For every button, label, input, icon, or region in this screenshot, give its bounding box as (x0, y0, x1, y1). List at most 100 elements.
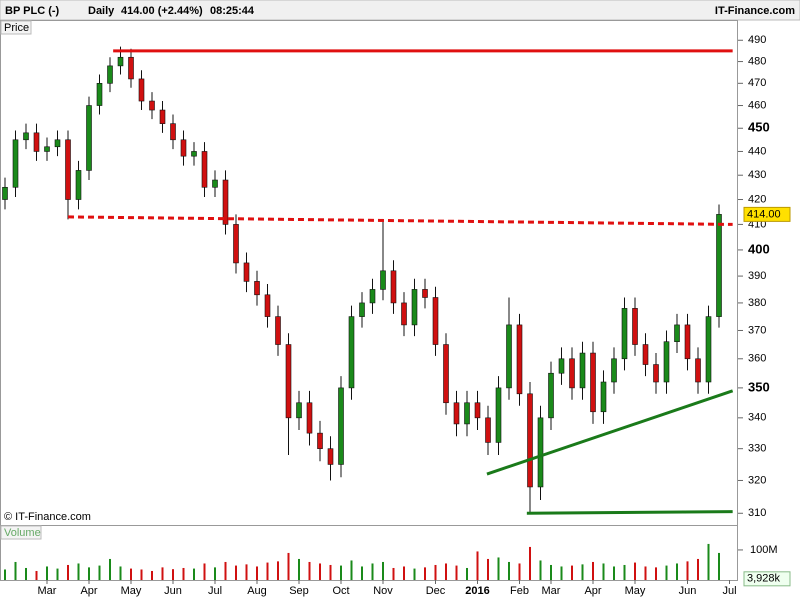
volume-bar (214, 567, 216, 580)
volume-bar (676, 563, 678, 580)
volume-bar (350, 560, 353, 580)
volume-bar (98, 565, 101, 580)
candle-body (600, 381, 607, 413)
volume-bar (287, 552, 290, 580)
period: Daily (88, 5, 115, 17)
last-price-box (743, 206, 791, 222)
candle-body (348, 316, 355, 389)
candle-body (44, 146, 50, 152)
x-tick-label: Oct (332, 585, 349, 597)
candle-body (359, 302, 365, 317)
y-tick-label: 480 (748, 55, 766, 67)
x-tick-label: May (625, 585, 646, 597)
candle-body (653, 364, 659, 383)
candle-body (674, 324, 680, 343)
volume-label: Volume (4, 527, 41, 539)
candle-body (233, 224, 239, 264)
candle-body (716, 214, 722, 317)
volume-bar (434, 564, 437, 580)
volume-bar (655, 567, 657, 580)
volume-bar (403, 566, 405, 580)
volume-bar (193, 568, 195, 580)
candle-body (23, 132, 29, 141)
volume-bar (256, 566, 258, 580)
y-tick-label: 310 (748, 507, 766, 519)
volume-bar (623, 564, 626, 580)
candle-body (128, 56, 134, 80)
volume-bar (371, 563, 374, 580)
candle-body (422, 289, 428, 298)
last-volume-box (743, 571, 791, 587)
y-tick-label: 390 (748, 270, 766, 282)
copyright: © IT-Finance.com (4, 511, 91, 523)
y-tick-label: 430 (748, 169, 766, 181)
candle-body (285, 344, 292, 419)
candle-body (54, 139, 61, 148)
volume-panel (0, 525, 738, 581)
x-tick-label: Aug (247, 585, 267, 597)
volume-bar (518, 563, 521, 580)
volume-bar (644, 566, 647, 580)
candle-body (464, 402, 470, 425)
candle-body (632, 308, 638, 345)
volume-bar (245, 564, 248, 580)
candle-body (12, 139, 19, 188)
candle-body (180, 139, 187, 157)
x-tick-label: Jul (722, 585, 736, 597)
volume-bar (697, 558, 699, 580)
candle-body (485, 417, 491, 443)
candle-body (705, 316, 712, 383)
volume-bar (602, 563, 605, 580)
volume-label-box (0, 525, 42, 540)
candle-body (264, 294, 271, 317)
candle-body (432, 297, 439, 345)
volume-bar (592, 561, 594, 580)
x-tick-label: Mar (542, 585, 561, 597)
volume-bar (235, 565, 237, 580)
candle-body (390, 270, 397, 304)
volume-bar (413, 568, 416, 580)
volume-bar (140, 569, 143, 580)
candle-body (621, 308, 628, 360)
volume-bar (46, 566, 48, 580)
volume-bar (382, 561, 384, 580)
candle-body (380, 270, 386, 290)
y-tick-label: 440 (748, 145, 766, 157)
candle-body (558, 358, 565, 374)
panel-label-box (0, 20, 32, 35)
y-tick-label: 490 (748, 34, 766, 46)
candle-body (411, 289, 418, 326)
volume-bar (277, 561, 279, 580)
volume-bar (560, 566, 563, 580)
header-bar (0, 0, 800, 21)
candle-body (579, 352, 586, 389)
candle-body (527, 393, 533, 488)
candle-body (191, 151, 197, 157)
candle-body (159, 109, 166, 124)
candle-body (117, 56, 124, 67)
candle-body (317, 432, 323, 449)
volume-bar (466, 567, 468, 580)
volume-bar (445, 563, 447, 580)
candle-body (495, 387, 502, 443)
y-tick-label: 340 (748, 412, 766, 424)
volume-bar (88, 567, 90, 580)
volume-bar (581, 564, 584, 580)
candle-body (296, 402, 302, 419)
x-tick-label: Nov (373, 585, 393, 597)
quote: 414.00 (+2.44%) (121, 5, 203, 17)
candle-body (327, 448, 334, 465)
y-tick-label: 360 (748, 353, 766, 365)
volume-bar (298, 558, 300, 580)
volume-bar (455, 565, 458, 580)
x-tick-label: Feb (510, 585, 529, 597)
trendline (526, 510, 733, 515)
x-tick-label: Jun (164, 585, 182, 597)
volume-bar (340, 565, 342, 580)
brand: IT-Finance.com (715, 5, 795, 17)
x-tick-label: Dec (426, 585, 446, 597)
candle-body (684, 324, 691, 360)
x-tick-label: Jun (679, 585, 697, 597)
volume-bar (476, 551, 479, 580)
candle-body (642, 344, 649, 365)
